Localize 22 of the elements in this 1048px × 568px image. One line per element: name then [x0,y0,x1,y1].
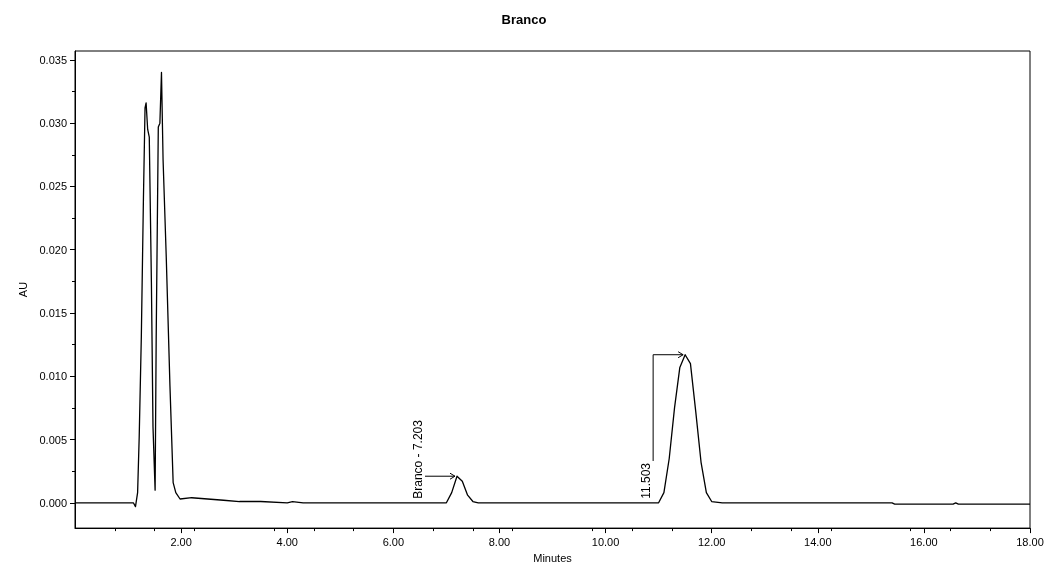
x-tick-label: 8.00 [488,535,511,548]
y-tick-label: 0.020 [39,243,67,256]
x-tick-label: 16.00 [910,535,938,548]
x-tick-label: 12.00 [697,535,726,548]
chart-title: Branco [501,12,547,27]
y-tick-label: 0.005 [39,433,67,446]
x-tick-label: 2.00 [170,535,192,548]
y-tick-label: 0.030 [39,117,67,130]
x-axis-title: Minutes [533,551,573,564]
y-tick-label: 0.000 [39,496,67,509]
annotation: 11.503 [639,462,654,499]
x-tick-label: 4.00 [276,535,298,548]
y-tick-label: 0.015 [39,306,67,319]
x-tick-label: 18.00 [1016,535,1044,548]
x-tick-label: 10.00 [591,535,620,548]
y-tick-label: 0.035 [39,53,67,66]
y-axis-title: AU [17,281,30,298]
x-tick-label: 14.00 [804,535,832,548]
x-tick-label: 6.00 [382,535,405,548]
y-tick-label: 0.010 [39,370,67,383]
y-tick-label: 0.025 [39,180,67,193]
annotation: Branco - 7.203 [411,419,425,499]
